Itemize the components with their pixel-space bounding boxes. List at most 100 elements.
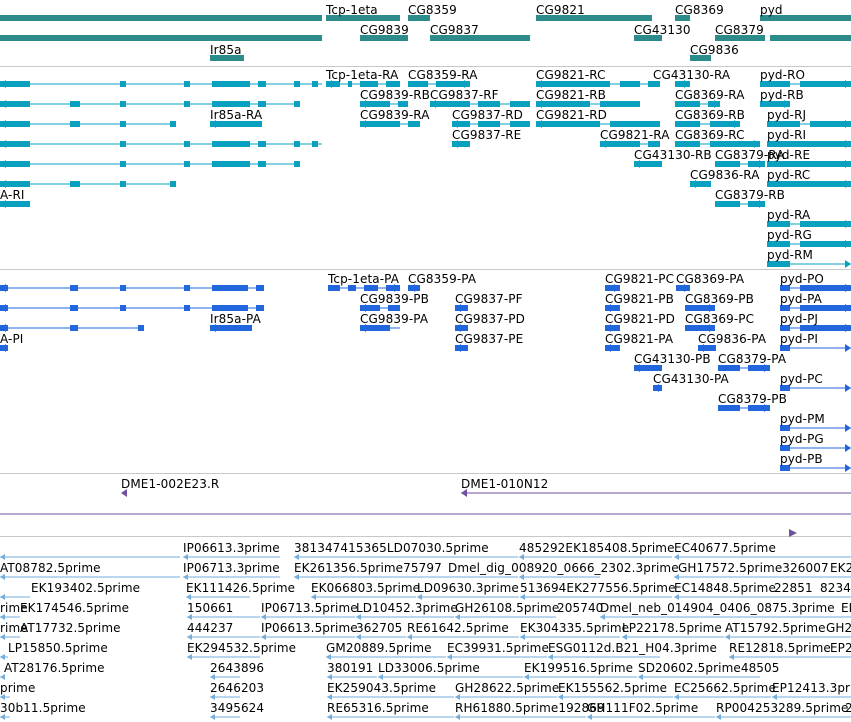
cds-feature-label[interactable]: CG9821-PA: [605, 332, 674, 346]
transcript-exon[interactable]: [710, 121, 740, 127]
transcript-arrow[interactable]: [845, 220, 851, 228]
transcripts-feature-label[interactable]: pyd-RA: [767, 208, 811, 222]
transcript-exon[interactable]: [536, 121, 600, 127]
transcript-exon[interactable]: [800, 241, 851, 247]
est-arrow[interactable]: [187, 614, 192, 620]
transcript-arrow[interactable]: [759, 200, 765, 208]
est-arrow[interactable]: [356, 614, 361, 620]
cds-feature-label[interactable]: pyd-PG: [780, 432, 824, 446]
ests-feature-label[interactable]: 380191: [327, 661, 374, 675]
transcripts-feature-label[interactable]: pyd-RG: [767, 228, 812, 242]
gene-bar[interactable]: [360, 35, 408, 41]
transcript-arrow[interactable]: [0, 80, 6, 88]
gene-bar[interactable]: [0, 15, 322, 21]
ests-feature-label[interactable]: IP06613.5prime: [261, 621, 358, 635]
genes-feature-label[interactable]: CG9839: [360, 23, 409, 37]
transcript-exon[interactable]: [408, 121, 420, 127]
est-arrow[interactable]: [0, 634, 5, 640]
ests-feature-label[interactable]: EP2: [830, 641, 851, 655]
transcript-exon[interactable]: [184, 101, 190, 107]
cds-exon[interactable]: [70, 325, 78, 331]
transcript-exon[interactable]: [170, 121, 176, 127]
cds-feature-label[interactable]: pyd-PM: [780, 412, 825, 426]
cds-arrow[interactable]: [764, 404, 770, 412]
ests-feature-label[interactable]: EK174546.5prime: [20, 601, 130, 615]
est-arrow[interactable]: [0, 574, 5, 580]
est-arrow[interactable]: [622, 634, 627, 640]
est-arrow[interactable]: [183, 574, 188, 580]
est-arrow[interactable]: [210, 674, 215, 680]
transcript-exon[interactable]: [294, 81, 300, 87]
transcripts-feature-label[interactable]: CG8359-RA: [408, 68, 478, 82]
ests-feature-label[interactable]: EK261356.5prime75797: [294, 561, 442, 575]
ests-feature-label[interactable]: GH2: [826, 621, 851, 635]
est-arrow[interactable]: [326, 654, 331, 660]
transcripts-feature-label[interactable]: CG9839-RB: [360, 88, 431, 102]
transcript-exon[interactable]: [360, 81, 378, 87]
ests-feature-label[interactable]: RE12818.5prime: [729, 641, 831, 655]
ests-feature-label[interactable]: AT28176.5prime: [4, 661, 105, 675]
ests-feature-label[interactable]: RH61880.5prime192869: [455, 701, 605, 715]
cds-exon[interactable]: [780, 465, 790, 471]
cds-exon[interactable]: [748, 405, 770, 411]
est-arrow[interactable]: [520, 594, 525, 600]
transcripts-feature-label[interactable]: pyd-RI: [767, 128, 807, 142]
transcript-arrow[interactable]: [452, 140, 458, 148]
est-arrow[interactable]: [0, 594, 5, 600]
cds-exon[interactable]: [780, 425, 790, 431]
est-arrow[interactable]: [674, 694, 679, 700]
ests-feature-label[interactable]: EP12413.3prime: [772, 681, 851, 695]
transcript-exon[interactable]: [767, 121, 800, 127]
cds-arrow[interactable]: [605, 344, 611, 352]
ests-feature-label[interactable]: 3495624: [210, 701, 265, 715]
transcript-exon[interactable]: [258, 161, 266, 167]
transcript-arrow[interactable]: [714, 100, 720, 108]
gene-bar[interactable]: [690, 55, 711, 61]
ests-feature-label[interactable]: 22851: [774, 581, 813, 595]
est-arrow[interactable]: [0, 674, 5, 680]
cds-arrow[interactable]: [0, 324, 6, 332]
genes-feature-label[interactable]: CG9836: [690, 43, 739, 57]
transcript-arrow[interactable]: [0, 120, 6, 128]
transcript-exon[interactable]: [800, 81, 851, 87]
cds-exon[interactable]: [634, 365, 662, 371]
cds-exon[interactable]: [360, 305, 380, 311]
clone-arrow[interactable]: [789, 529, 797, 537]
transcript-arrow[interactable]: [0, 160, 6, 168]
transcript-exon[interactable]: [675, 141, 700, 147]
transcript-exon[interactable]: [120, 161, 126, 167]
est-arrow[interactable]: [638, 674, 643, 680]
est-arrow[interactable]: [674, 554, 679, 560]
cds-exon[interactable]: [70, 305, 78, 311]
transcripts-feature-label[interactable]: CG8379-RA: [715, 148, 785, 162]
transcript-arrow[interactable]: [600, 140, 606, 148]
transcript-exon[interactable]: [360, 121, 400, 127]
cds-exon[interactable]: [256, 285, 264, 291]
transcripts-feature-label[interactable]: CG9821-RD: [536, 108, 608, 122]
ests-feature-label[interactable]: GH111F02.5prime: [587, 701, 699, 715]
cds-exon[interactable]: [328, 285, 340, 291]
cds-arrow[interactable]: [634, 364, 640, 372]
transcript-arrow[interactable]: [210, 120, 216, 128]
transcript-arrow[interactable]: [845, 140, 851, 148]
cds-arrow[interactable]: [653, 384, 659, 392]
transcript-exon[interactable]: [715, 201, 740, 207]
cds-exon[interactable]: [780, 345, 790, 351]
transcript-arrow[interactable]: [430, 100, 436, 108]
cds-exon[interactable]: [184, 285, 190, 291]
transcripts-feature-label[interactable]: CG8369-RA: [675, 88, 745, 102]
transcript-exon[interactable]: [120, 141, 126, 147]
cds-arrow[interactable]: [698, 344, 704, 352]
est-arrow[interactable]: [356, 634, 361, 640]
transcript-exon[interactable]: [398, 101, 408, 107]
est-arrow[interactable]: [407, 634, 412, 640]
cds-exon[interactable]: [364, 285, 378, 291]
cds-exon[interactable]: [210, 325, 252, 331]
transcripts-feature-label[interactable]: pyd-RM: [767, 248, 813, 262]
genes-feature-label[interactable]: CG9837: [430, 23, 479, 37]
est-arrow[interactable]: [447, 654, 452, 660]
est-arrow[interactable]: [524, 674, 529, 680]
cds-exon[interactable]: [718, 365, 740, 371]
ests-feature-label[interactable]: 444237: [187, 621, 234, 635]
transcript-exon[interactable]: [452, 121, 470, 127]
